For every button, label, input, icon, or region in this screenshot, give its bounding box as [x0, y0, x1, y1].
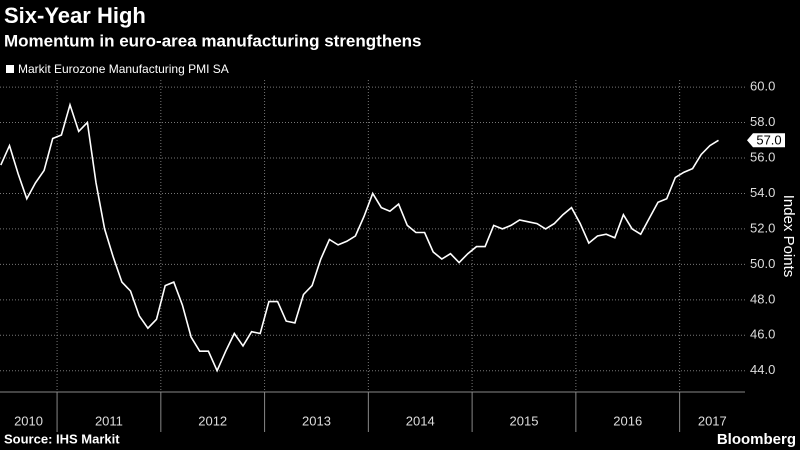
legend-label: Markit Eurozone Manufacturing PMI SA	[18, 62, 229, 76]
source: Source: IHS Markit	[4, 431, 120, 446]
y-tick-label: 60.0	[750, 79, 775, 94]
y-axis-label: Index Points	[780, 195, 797, 278]
y-tick-label: 44.0	[750, 362, 775, 377]
brand: Bloomberg	[717, 431, 796, 448]
x-tick-label: 2017	[698, 413, 727, 428]
y-tick-label: 50.0	[750, 256, 775, 271]
y-tick-label: 54.0	[750, 185, 775, 200]
x-tick-label: 2014	[406, 413, 435, 428]
x-tick-label: 2011	[95, 413, 123, 428]
last-value-label: 57.0	[756, 133, 781, 148]
last-value-box	[747, 133, 785, 148]
y-tick-label: 48.0	[750, 291, 775, 306]
y-tick-label: 52.0	[750, 220, 775, 235]
y-tick-label: 58.0	[750, 114, 775, 129]
line	[0, 102, 719, 373]
y-tick-label: 46.0	[750, 327, 775, 342]
chart-subtitle: Momentum in euro-area manufacturing stre…	[4, 31, 422, 50]
x-tick-label: 2010	[14, 413, 43, 428]
chart-title: Six-Year High	[4, 3, 146, 28]
x-tick-label: 2013	[302, 413, 331, 428]
x-tick-label: 2012	[198, 413, 227, 428]
x-tick-label: 2015	[510, 413, 539, 428]
y-tick-label: 56.0	[750, 149, 775, 164]
x-tick-label: 2016	[613, 413, 642, 428]
legend-swatch	[6, 65, 14, 73]
